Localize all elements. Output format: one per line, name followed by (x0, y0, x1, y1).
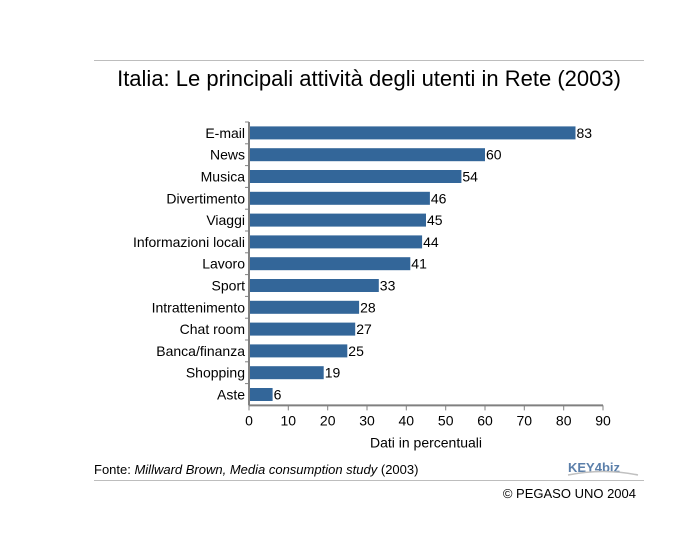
category-label: Viaggi (206, 212, 245, 228)
x-tick-label: 60 (477, 412, 493, 428)
category-label: E-mail (205, 125, 245, 141)
data-label: 6 (274, 387, 282, 403)
bar (249, 213, 426, 227)
data-label: 45 (427, 212, 443, 228)
bar (249, 148, 485, 162)
bar (249, 344, 348, 358)
x-tick-label: 90 (595, 412, 611, 428)
data-label: 25 (348, 343, 364, 359)
bar (249, 191, 430, 205)
bottom-rule (94, 480, 644, 481)
bar (249, 170, 462, 183)
source-prefix: Fonte: (94, 462, 135, 477)
category-label: Chat room (180, 321, 245, 337)
key4biz-logo: KEY4biz (566, 458, 640, 478)
data-label: 28 (360, 299, 376, 315)
category-label: Sport (212, 278, 246, 294)
source-year: (2003) (377, 462, 419, 477)
data-label: 44 (423, 234, 439, 250)
bar (249, 322, 356, 336)
data-label: 41 (411, 256, 427, 272)
category-label: Shopping (186, 365, 245, 381)
data-label: 46 (431, 190, 447, 206)
x-axis-label: Dati in percentuali (370, 434, 482, 450)
bar (249, 279, 379, 292)
category-label: Banca/finanza (156, 343, 245, 359)
copyright-note: © PEGASO UNO 2004 (502, 486, 636, 501)
top-rule (94, 60, 644, 61)
source-note: Fonte: Millward Brown, Media consumption… (94, 462, 418, 477)
x-tick-label: 30 (359, 412, 375, 428)
category-label: Lavoro (202, 256, 245, 272)
data-label: 27 (356, 321, 372, 337)
chart-title: Italia: Le principali attività degli ute… (117, 66, 621, 91)
source-author: Millward Brown, Media consumption study (134, 462, 378, 477)
data-label: 60 (486, 147, 502, 163)
category-label: Intrattenimento (152, 299, 246, 315)
bar (249, 388, 273, 401)
data-label: 54 (462, 169, 478, 185)
x-tick-label: 10 (281, 412, 297, 428)
x-tick-label: 70 (517, 412, 533, 428)
bar (249, 366, 324, 380)
category-label: Divertimento (166, 190, 245, 206)
data-label: 83 (577, 125, 593, 141)
x-tick-label: 50 (438, 412, 454, 428)
data-label: 19 (325, 365, 341, 381)
category-label: News (210, 147, 245, 163)
bar (249, 126, 576, 140)
x-tick-label: 80 (556, 412, 572, 428)
x-tick-label: 40 (399, 412, 415, 428)
bar (249, 235, 423, 249)
x-tick-label: 0 (245, 412, 253, 428)
category-label: Aste (217, 387, 245, 403)
category-label: Informazioni locali (133, 234, 245, 250)
category-label: Musica (201, 169, 246, 185)
bar (249, 257, 411, 271)
data-label: 33 (380, 278, 396, 294)
x-tick-label: 20 (320, 412, 336, 428)
bar (249, 300, 360, 314)
logo-text: KEY4biz (568, 460, 621, 475)
